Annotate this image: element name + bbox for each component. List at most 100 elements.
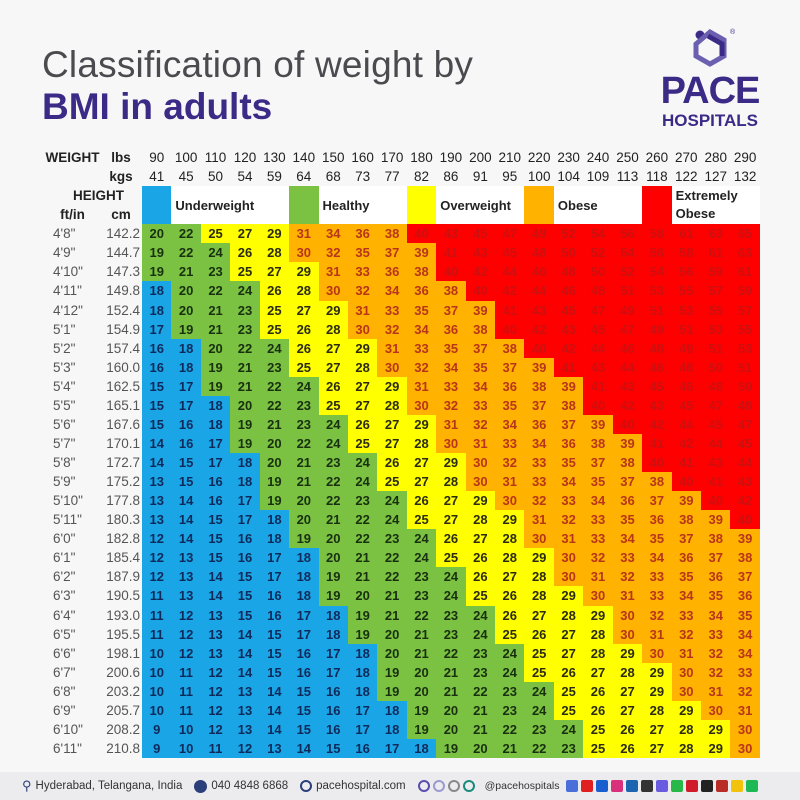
bmi-cell: 23	[406, 567, 437, 587]
bmi-cell: 21	[436, 662, 466, 682]
threads-icon[interactable]	[700, 780, 713, 792]
google-news-icon[interactable]	[730, 780, 743, 792]
accreditation-badge-icon	[417, 780, 430, 792]
bmi-cell: 56	[642, 243, 672, 263]
height-ft-label: 6'2"	[53, 569, 76, 585]
bmi-cell: 48	[730, 395, 760, 415]
youtube-icon[interactable]	[580, 780, 593, 792]
bmi-cell: 27	[553, 624, 584, 644]
bmi-cell: 48	[553, 262, 584, 282]
bmi-cell: 15	[142, 414, 172, 434]
bmi-cell: 17	[318, 643, 348, 663]
bmi-cell: 23	[495, 681, 525, 701]
height-cm-label: 182.8	[106, 531, 140, 547]
bmi-cell: 30	[465, 453, 496, 473]
bmi-cell: 24	[406, 548, 437, 568]
bmi-cell: 27	[436, 510, 466, 530]
bmi-cell: 27	[318, 357, 348, 377]
bmi-cell: 26	[465, 548, 496, 568]
height-cm-label: 149.8	[106, 283, 140, 299]
bmi-cell: 21	[230, 376, 260, 396]
bmi-cell: 43	[730, 472, 760, 492]
bmi-cell: 29	[436, 453, 466, 473]
bmi-cell: 32	[318, 243, 348, 263]
pinterest-icon[interactable]	[685, 780, 698, 792]
bmi-cell: 24	[347, 453, 378, 473]
instagram-icon[interactable]	[610, 780, 623, 792]
bmi-cell: 18	[318, 624, 348, 644]
bmi-cell: 13	[142, 491, 172, 511]
kgs-tick: 122	[675, 169, 698, 185]
whatsapp-icon[interactable]	[670, 780, 683, 792]
footer-phone[interactable]: 040 4848 6868	[194, 779, 288, 793]
bmi-cell: 31	[465, 433, 496, 453]
bmi-cell: 33	[671, 605, 702, 625]
bmi-cell: 15	[200, 529, 231, 549]
bmi-cell: 23	[259, 357, 290, 377]
bmi-cell: 13	[230, 681, 260, 701]
google-business-icon[interactable]	[565, 780, 578, 792]
x-icon[interactable]	[640, 780, 653, 792]
kgs-tick: 132	[733, 169, 757, 185]
bmi-cell: 34	[318, 224, 348, 244]
bmi-cell: 21	[259, 414, 290, 434]
bmi-cell: 15	[289, 681, 319, 701]
facebook-icon[interactable]	[595, 780, 608, 792]
spotify-icon[interactable]	[745, 780, 758, 792]
bmi-cell: 42	[671, 433, 702, 453]
bmi-cell: 34	[524, 433, 554, 453]
bmi-cell: 36	[436, 319, 466, 339]
height-ft-label: 6'3"	[53, 588, 76, 604]
height-cm-label: 190.5	[106, 588, 140, 604]
bmi-cell: 11	[200, 738, 231, 758]
bmi-cell: 32	[377, 319, 407, 339]
bmi-cell: 36	[642, 510, 672, 530]
linkedin-icon[interactable]	[625, 780, 638, 792]
bmi-cell: 20	[171, 281, 201, 301]
bmi-cell: 21	[200, 300, 231, 320]
bmi-cell: 54	[583, 224, 613, 244]
bmi-cell: 18	[347, 662, 378, 682]
bmi-cell: 18	[171, 357, 201, 377]
bmi-cell: 28	[671, 738, 702, 758]
bmi-cell: 30	[289, 243, 319, 263]
bmi-cell: 32	[465, 414, 496, 434]
bmi-cell: 49	[612, 300, 643, 320]
bmi-cell: 33	[553, 491, 584, 511]
bmi-cell: 27	[259, 262, 290, 282]
bmi-cell: 53	[701, 319, 731, 339]
bmi-cell: 31	[436, 414, 466, 434]
bmi-cell: 33	[465, 395, 496, 415]
height-cm-label: 157.4	[106, 340, 140, 356]
category-swatch-obese	[524, 186, 554, 225]
bmi-cell: 18	[200, 414, 231, 434]
bmi-cell: 19	[347, 624, 378, 644]
quora-icon[interactable]	[715, 780, 728, 792]
bmi-cell: 29	[259, 224, 290, 244]
bmi-cell: 14	[259, 719, 290, 739]
kgs-tick: 127	[704, 169, 727, 185]
bmi-cell: 46	[524, 262, 554, 282]
bmi-cell: 40	[436, 262, 466, 282]
bmi-cell: 19	[377, 662, 407, 682]
bmi-cell: 31	[289, 224, 319, 244]
bmi-cell: 55	[701, 300, 731, 320]
bmi-cell: 50	[730, 376, 760, 396]
height-cm-label: 198.1	[106, 645, 140, 661]
bmi-cell: 9	[142, 738, 172, 758]
bmi-cell: 57	[701, 281, 731, 301]
bmi-cell: 44	[730, 453, 760, 473]
footer-website[interactable]: pacehospital.com	[300, 780, 406, 792]
bmi-cell: 15	[200, 548, 231, 568]
bmi-cell: 17	[289, 624, 319, 644]
bmi-cell: 26	[612, 719, 643, 739]
messenger-icon[interactable]	[655, 780, 668, 792]
bmi-cell: 13	[171, 586, 201, 606]
kgs-tick: 59	[266, 169, 282, 185]
bmi-cell: 43	[553, 319, 584, 339]
bmi-cell: 13	[171, 567, 201, 587]
height-cm-label: 195.5	[106, 626, 140, 642]
bmi-cell: 61	[701, 243, 731, 263]
kgs-tick: 91	[472, 169, 488, 185]
bmi-cell: 47	[701, 395, 731, 415]
